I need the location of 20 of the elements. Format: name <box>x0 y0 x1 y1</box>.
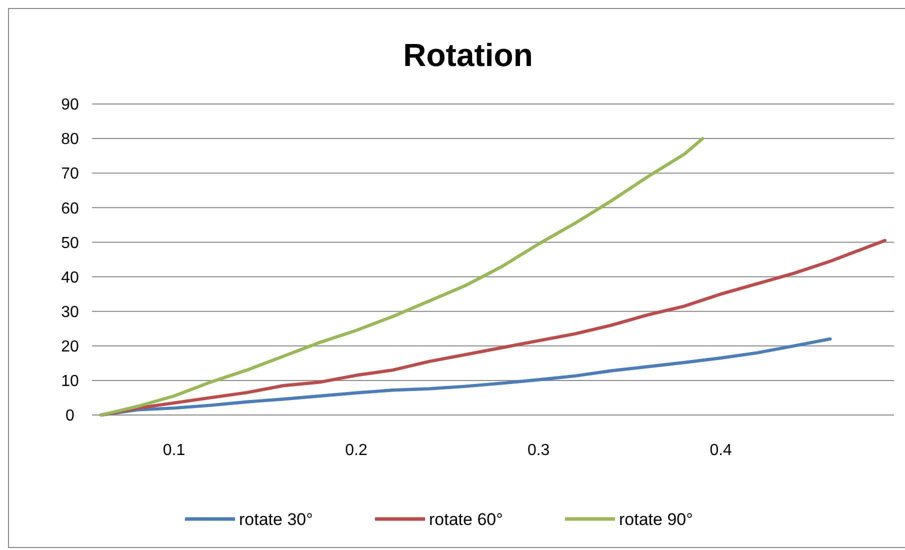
y-tick-label: 60 <box>61 200 79 218</box>
y-tick-label: 90 <box>61 96 79 114</box>
y-tick-label: 40 <box>61 269 79 286</box>
line-series <box>100 136 704 417</box>
y-tick-label: 80 <box>61 131 79 148</box>
x-tick-label: 0.4 <box>710 442 732 459</box>
chart-title: Rotation <box>403 37 533 73</box>
legend-label: rotate 30° <box>239 510 313 529</box>
y-tick-label: 50 <box>61 234 79 252</box>
legend-label: rotate 60° <box>429 510 503 529</box>
y-tick-label: 70 <box>61 166 79 183</box>
legend-label: rotate 90° <box>619 510 693 529</box>
x-tick-label: 0.2 <box>345 442 368 459</box>
y-tick-label: 30 <box>61 304 79 321</box>
x-tick-label: 0.3 <box>527 442 550 459</box>
y-tick-label: 10 <box>61 373 79 390</box>
y-tick-label: 20 <box>61 338 79 356</box>
x-tick-label: 0.1 <box>162 442 186 459</box>
line-series <box>100 337 832 417</box>
y-tick-label: 0 <box>66 408 75 425</box>
